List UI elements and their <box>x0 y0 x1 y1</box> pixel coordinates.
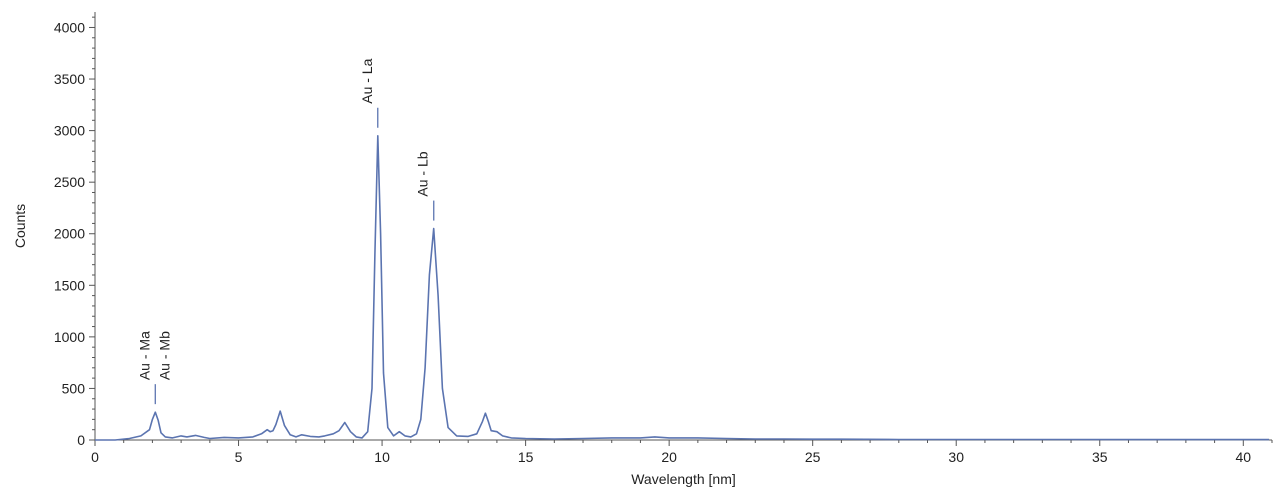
y-tick-label: 1500 <box>54 277 85 293</box>
x-tick-label: 20 <box>661 449 677 465</box>
y-axis-label: Counts <box>12 204 28 248</box>
x-tick-label: 25 <box>805 449 821 465</box>
axes <box>94 12 1272 441</box>
peak-label: Au - Lb <box>415 151 431 196</box>
y-tick-label: 2000 <box>54 226 85 242</box>
y-tick-label: 500 <box>62 380 86 396</box>
x-tick-label: 0 <box>91 449 99 465</box>
x-tick-label: 30 <box>948 449 964 465</box>
peak-label: Au - La <box>359 58 375 103</box>
y-tick-label: 1000 <box>54 329 85 345</box>
x-axis-label: Wavelength [nm] <box>631 471 736 487</box>
spectrum-line <box>95 135 1270 441</box>
ticks: 0 500 1000 1500 2000 2500 3000 3500 4000 0 5 10 15 20… <box>54 16 1273 465</box>
x-tick-label: 35 <box>1092 449 1108 465</box>
y-tick-label: 2500 <box>54 174 85 190</box>
annotations: Au - Ma Au - Mb Au - La Au - Lb <box>136 58 435 405</box>
y-tick-label: 3500 <box>54 71 85 87</box>
peak-label: Au - Mb <box>156 331 172 380</box>
y-tick-label: 3000 <box>54 123 85 139</box>
x-tick-label: 5 <box>235 449 243 465</box>
series-group <box>95 135 1270 441</box>
x-tick-label: 10 <box>374 449 390 465</box>
y-tick-label: 4000 <box>54 19 85 35</box>
peak-label: Au - Ma <box>136 331 152 380</box>
x-tick-label: 40 <box>1236 449 1252 465</box>
y-tick-label: 0 <box>77 432 85 448</box>
x-tick-label: 15 <box>518 449 534 465</box>
